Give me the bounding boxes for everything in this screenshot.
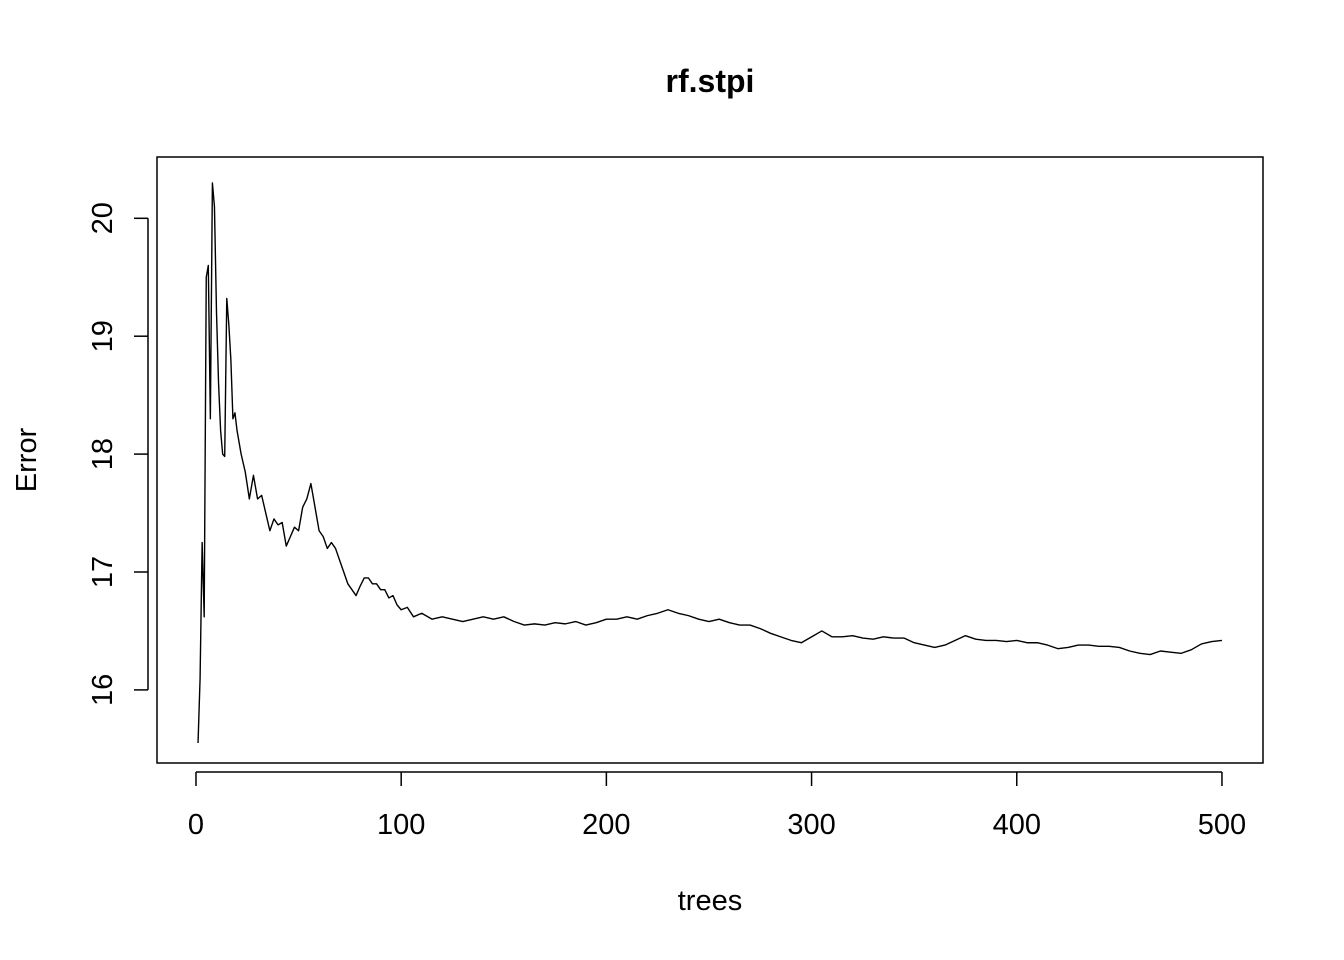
x-tick-label-0: 0 [188,809,204,841]
series-line-error [197,182,1223,743]
x-tick-label-500: 500 [1198,809,1246,841]
x-tick-label-100: 100 [377,809,425,841]
y-tick-label-20: 20 [87,202,119,234]
y-axis-label: Error [11,427,43,492]
chart-title: rf.stpi [666,63,755,99]
x-axis-label: trees [678,885,742,917]
y-tick-label-16: 16 [87,674,119,706]
y-tick-label-19: 19 [87,320,119,352]
y-tick-label-18: 18 [87,438,119,470]
x-axis: 0 100 200 300 400 500 [188,771,1246,841]
y-axis: 16 17 18 19 20 [87,202,149,706]
y-tick-label-17: 17 [87,556,119,588]
x-tick-label-300: 300 [787,809,835,841]
x-tick-label-400: 400 [993,809,1041,841]
x-tick-label-200: 200 [582,809,630,841]
plot-frame [156,156,1264,764]
